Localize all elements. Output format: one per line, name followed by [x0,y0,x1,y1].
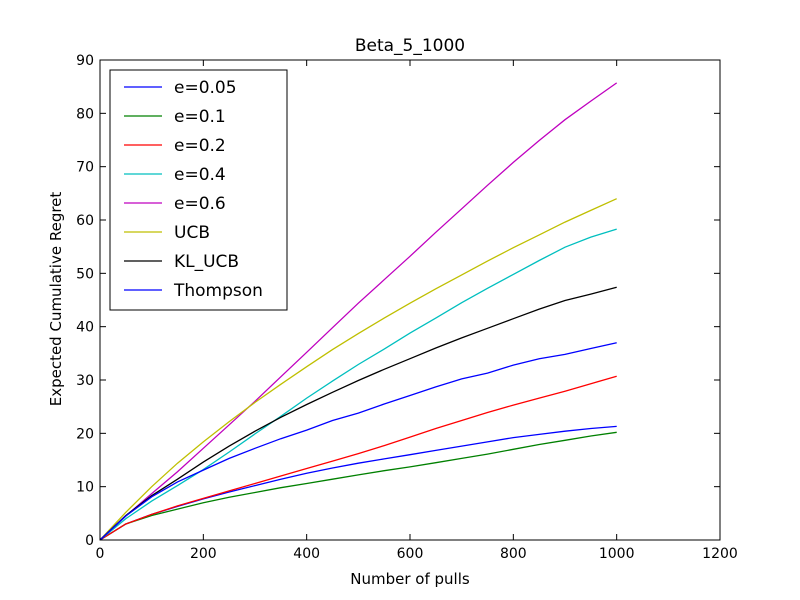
series-line-7 [99,342,617,541]
y-tick-label-3: 30 [76,373,94,389]
legend: e=0.05 e=0.1 e=0.2 e=0.4 e=0.6 UCB KL_UCB Thomp… [109,69,288,311]
x-tick-label-0: 0 [96,546,105,562]
series-line-4 [99,82,618,541]
y-tick-label-7: 70 [76,160,94,176]
y-axis-label: Expected Cumulative Regret [47,192,65,407]
legend-label-0: e=0.05 [174,78,237,98]
legend-label-2: e=0.2 [174,136,226,156]
legend-label-5: UCB [174,223,210,243]
x-tick-label-1: 200 [190,546,217,562]
chart-title: Beta_5_1000 [355,36,465,56]
series-line-3 [99,228,617,541]
y-tick-label-1: 10 [76,480,94,496]
legend-label-7: Thompson [173,281,263,301]
legend-label-3: e=0.4 [174,165,226,185]
legend-box [109,69,288,311]
legend-label-1: e=0.1 [174,107,226,127]
series-line-5 [99,198,617,541]
y-tick-label-4: 40 [76,320,94,336]
x-axis-label: Number of pulls [350,570,470,588]
x-tick-label-6: 1200 [702,546,738,562]
series-line-2 [99,375,617,541]
x-tick-label-4: 800 [500,546,527,562]
y-tick-label-6: 60 [76,213,94,229]
y-tick-label-0: 0 [85,533,94,549]
x-tick-label-5: 1000 [599,546,635,562]
legend-label-6: KL_UCB [174,252,239,272]
series-line-6 [99,286,617,541]
legend-label-4: e=0.6 [174,194,226,214]
plot-area: 0 200 400 600 800 1000 1200 0 10 20 30 40 50 60 70 80 90 [76,53,738,562]
y-tick-label-9: 90 [76,53,94,69]
y-tick-label-8: 80 [76,106,94,122]
y-tick-label-2: 20 [76,426,94,442]
y-tick-label-5: 50 [76,266,94,282]
x-tick-label-3: 600 [397,546,424,562]
series-line-1 [99,431,617,541]
x-tick-label-2: 400 [293,546,320,562]
series-line-0 [99,425,617,541]
